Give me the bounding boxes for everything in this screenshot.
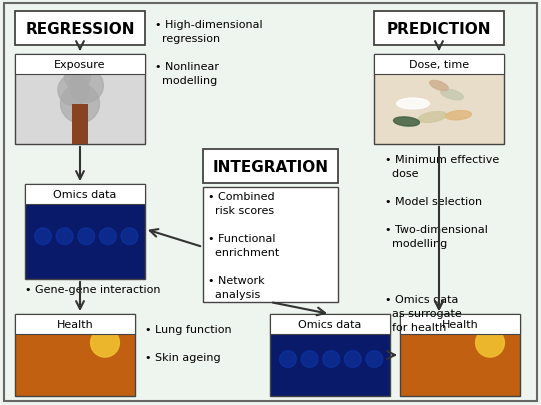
Circle shape <box>78 228 95 245</box>
Text: REGRESSION: REGRESSION <box>25 21 135 36</box>
FancyBboxPatch shape <box>374 55 504 75</box>
FancyBboxPatch shape <box>15 12 145 46</box>
Circle shape <box>61 85 100 124</box>
FancyBboxPatch shape <box>15 55 145 145</box>
FancyBboxPatch shape <box>15 55 145 75</box>
Circle shape <box>280 351 296 368</box>
FancyBboxPatch shape <box>72 104 88 145</box>
FancyBboxPatch shape <box>15 314 135 396</box>
Circle shape <box>366 351 383 368</box>
FancyBboxPatch shape <box>270 314 390 396</box>
FancyBboxPatch shape <box>400 314 520 334</box>
Text: Exposure: Exposure <box>54 60 105 70</box>
Circle shape <box>100 228 116 245</box>
Circle shape <box>35 228 51 245</box>
Ellipse shape <box>418 112 447 123</box>
FancyBboxPatch shape <box>374 12 504 46</box>
Ellipse shape <box>440 90 463 100</box>
Circle shape <box>90 328 120 357</box>
Ellipse shape <box>393 117 419 127</box>
FancyBboxPatch shape <box>400 314 520 396</box>
Text: Omics data: Omics data <box>298 319 362 329</box>
Circle shape <box>56 228 73 245</box>
Circle shape <box>301 351 318 368</box>
FancyBboxPatch shape <box>203 188 338 302</box>
Text: • Gene-gene interaction: • Gene-gene interaction <box>25 284 161 294</box>
Text: • High-dimensional
  regression

• Nonlinear
  modelling: • High-dimensional regression • Nonlinea… <box>155 20 262 86</box>
FancyBboxPatch shape <box>15 314 135 334</box>
Text: • Lung function

• Skin ageing: • Lung function • Skin ageing <box>145 324 232 362</box>
Circle shape <box>345 351 361 368</box>
Circle shape <box>70 69 103 103</box>
Circle shape <box>64 64 90 90</box>
Circle shape <box>323 351 340 368</box>
Circle shape <box>121 228 138 245</box>
Circle shape <box>476 328 504 357</box>
FancyBboxPatch shape <box>270 314 390 334</box>
Text: Dose, time: Dose, time <box>409 60 469 70</box>
Text: • Minimum effective
  dose

• Model selection

• Two-dimensional
  modelling: • Minimum effective dose • Model selecti… <box>385 155 499 248</box>
Text: INTEGRATION: INTEGRATION <box>213 159 328 174</box>
FancyBboxPatch shape <box>25 185 145 279</box>
FancyBboxPatch shape <box>374 55 504 145</box>
FancyBboxPatch shape <box>4 4 537 401</box>
FancyBboxPatch shape <box>25 185 145 205</box>
Text: Health: Health <box>441 319 478 329</box>
Text: • Omics data
  as surrogate
  for health: • Omics data as surrogate for health <box>385 294 462 332</box>
Ellipse shape <box>446 111 471 121</box>
FancyBboxPatch shape <box>203 149 338 183</box>
Text: Omics data: Omics data <box>54 190 117 200</box>
Text: • Combined
  risk scores

• Functional
  enrichment

• Network
  analysis: • Combined risk scores • Functional enri… <box>208 192 279 299</box>
Circle shape <box>58 75 89 107</box>
Text: PREDICTION: PREDICTION <box>387 21 491 36</box>
Ellipse shape <box>430 81 448 92</box>
Ellipse shape <box>397 99 429 110</box>
Text: Health: Health <box>57 319 94 329</box>
